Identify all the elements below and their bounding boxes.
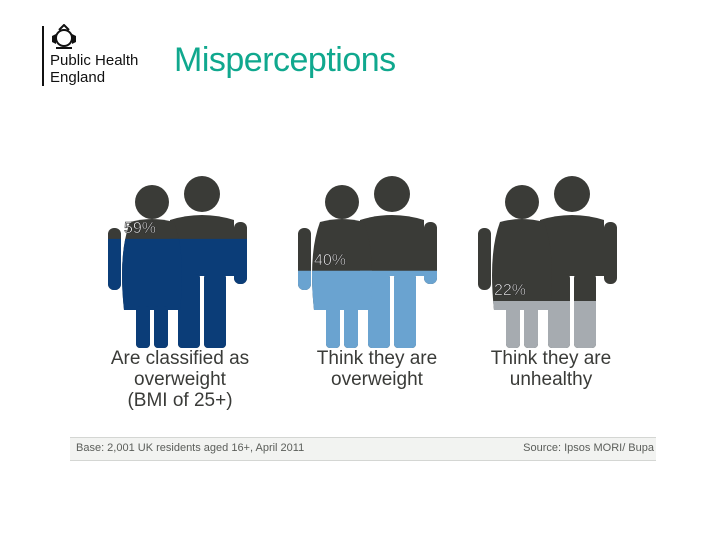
category-label: Think they are overweight [292, 348, 462, 390]
value-label: 59% [124, 220, 156, 237]
category-label-line: overweight [331, 369, 423, 390]
brand-line-1: Public Health [50, 52, 139, 69]
percent-fill-bar [108, 238, 247, 348]
people-figures-chart: 59% 40% 22% [108, 176, 617, 348]
figure-group-2 [298, 176, 437, 348]
figure-group-1 [108, 176, 247, 348]
category-label-line: Think they are [490, 348, 612, 369]
category-label-line: Are classified as [110, 348, 250, 369]
value-label: 22% [494, 282, 526, 299]
figure-group-3 [478, 176, 617, 348]
header: Public Health England Misperceptions [0, 0, 720, 100]
page-title: Misperceptions [174, 41, 396, 79]
footer-base: Base: 2,001 UK residents aged 16+, April… [76, 442, 305, 454]
figure-silhouette [478, 176, 617, 348]
brand-logo-text: Public Health England [50, 52, 138, 86]
chart-area: 59% 40% 22% [0, 160, 720, 350]
category-label-line: Think they are [316, 348, 438, 369]
category-label-line: unhealthy [509, 369, 593, 390]
category-label: Are classified as overweight (BMI of 25+) [95, 348, 265, 411]
percent-fill-bar [493, 301, 596, 348]
footer-source: Source: Ipsos MORI/ Bupa [523, 442, 654, 454]
brand-divider [42, 26, 44, 86]
value-label: 40% [314, 252, 346, 269]
category-label: Think they are unhealthy [466, 348, 636, 390]
percent-fill-bar [298, 270, 437, 348]
brand-line-2: England [50, 69, 106, 86]
footer-bar: Base: 2,001 UK residents aged 16+, April… [70, 437, 656, 461]
royal-crest-icon [52, 24, 76, 49]
category-label-line: overweight [134, 369, 226, 390]
category-label-line: (BMI of 25+) [127, 390, 233, 411]
